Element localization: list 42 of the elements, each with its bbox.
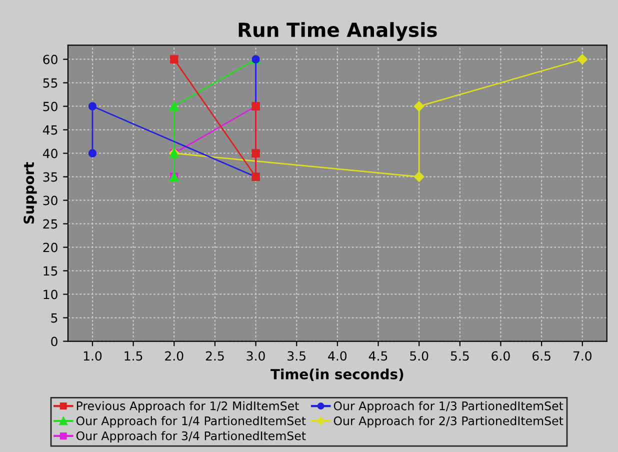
x-tick-label: 1.0 <box>84 351 102 361</box>
y-tick-label: 25 <box>43 219 58 229</box>
x-tick-label: 2.5 <box>206 351 224 361</box>
y-tick-label: 0 <box>51 336 58 346</box>
x-tick-label: 3.5 <box>288 351 306 361</box>
y-tick-label: 30 <box>43 196 58 206</box>
legend-label: Our Approach for 1/4 PartionedItemSet <box>76 416 306 428</box>
x-tick-label: 2.0 <box>165 351 184 361</box>
y-tick-label: 20 <box>43 242 58 252</box>
y-tick-label: 45 <box>42 125 58 135</box>
point <box>252 149 260 158</box>
x-tick-label: 5.5 <box>450 351 469 361</box>
y-tick-label: 60 <box>43 54 58 64</box>
point <box>169 101 179 112</box>
x-tick-label: 6.0 <box>492 351 510 361</box>
y-tick-label: 35 <box>43 172 58 182</box>
y-tick-label: 40 <box>42 148 58 158</box>
x-tick-label: 4.5 <box>368 351 388 361</box>
point <box>414 172 424 182</box>
point <box>414 101 424 112</box>
legend-label: Previous Approach for 1/2 MidItemSet <box>76 401 299 413</box>
x-tick-label: 3.0 <box>246 351 265 361</box>
x-axis-title: Time(in seconds) <box>270 368 404 382</box>
y-tick-label: 10 <box>44 290 58 300</box>
x-tick-label: 5.0 <box>410 351 428 361</box>
point <box>88 102 97 110</box>
y-tick-label: 15 <box>44 266 58 276</box>
x-tick-label: 6.5 <box>532 351 550 361</box>
y-tick-label: 50 <box>43 102 58 112</box>
legend-label: Our Approach for 3/4 PartionedItemSet <box>76 431 306 443</box>
x-tick-label: 1.5 <box>124 351 142 361</box>
x-tick-label: 7.0 <box>573 351 592 361</box>
chart-title: Run Time Analysis <box>238 22 437 42</box>
y-axis-title: Support <box>24 162 37 224</box>
point <box>577 54 588 64</box>
point <box>170 55 178 64</box>
legend-label: Our Approach for 1/3 PartionedItemSet <box>334 401 564 413</box>
y-tick-label: 55 <box>43 78 58 88</box>
point <box>88 149 97 158</box>
legend-label: Our Approach for 2/3 PartionedItemSet <box>334 416 564 428</box>
y-tick-label: 5 <box>51 313 58 323</box>
x-tick-label: 4.0 <box>328 351 347 361</box>
